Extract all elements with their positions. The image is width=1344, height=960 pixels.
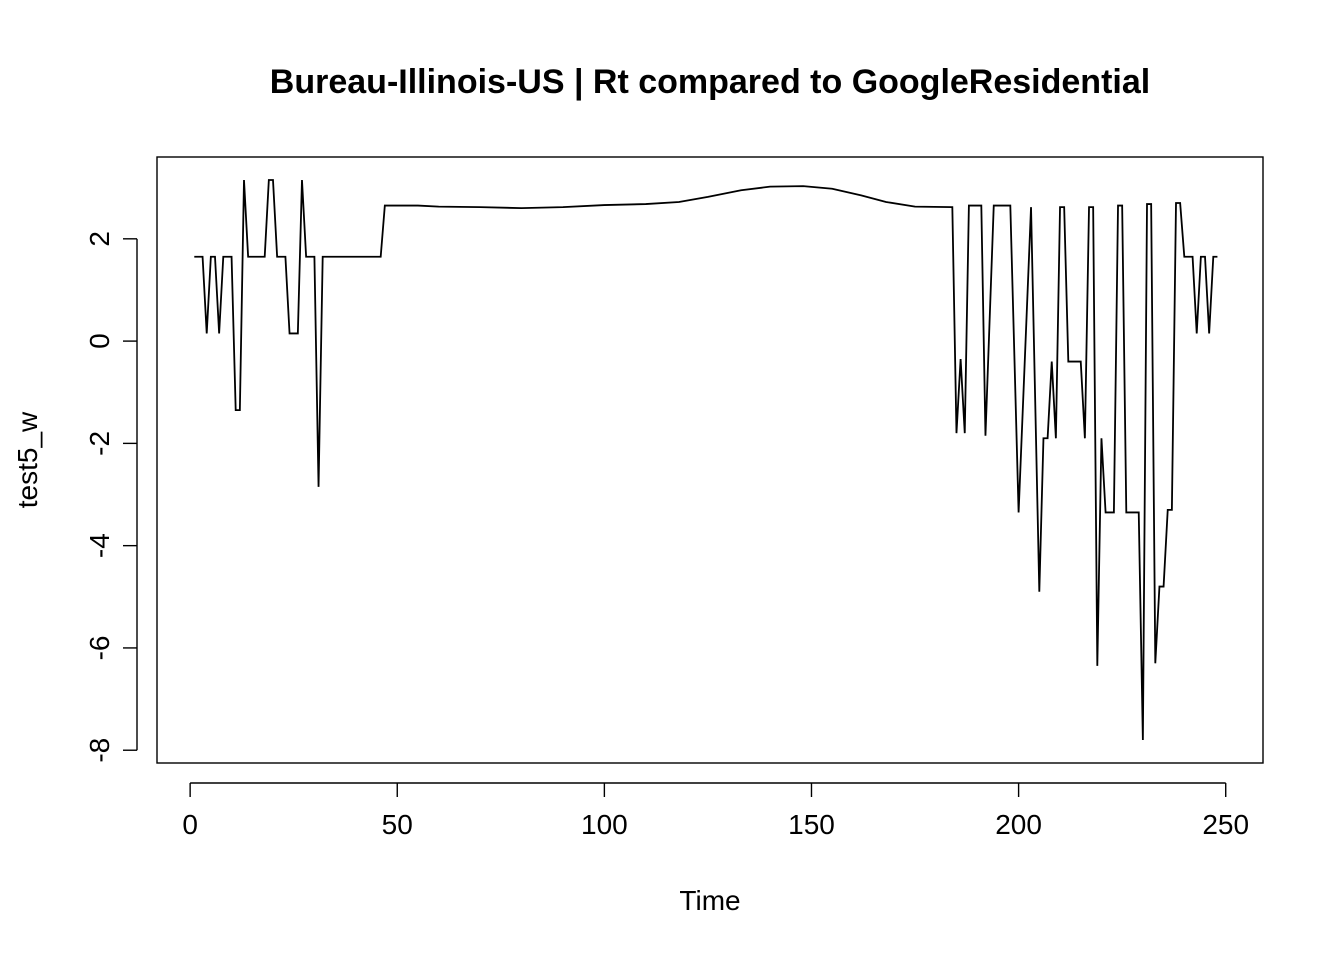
x-tick-label: 200 [995,809,1042,840]
plot-frame [156,156,1264,764]
y-axis: -8 -6 -4 -2 0 2 [84,231,138,763]
x-tick-label: 50 [382,809,413,840]
x-tick-label: 0 [182,809,198,840]
y-tick-label: -8 [84,738,115,763]
y-tick-label: -2 [84,431,115,456]
y-axis-label: test5_w [12,411,43,508]
x-tick-label: 250 [1202,809,1249,840]
x-tick-label: 150 [788,809,835,840]
x-axis-label: Time [679,885,740,916]
y-tick-label: 0 [84,333,115,349]
x-tick-label: 100 [581,809,628,840]
y-tick-label: -6 [84,635,115,660]
chart-title: Bureau-Illinois-US | Rt compared to Goog… [270,63,1150,101]
y-tick-label: 2 [84,231,115,247]
series-line-1 [194,179,1218,741]
y-tick-label: -4 [84,533,115,558]
x-axis: 0 50 100 150 200 250 [182,782,1249,840]
series-layer [194,179,1218,741]
